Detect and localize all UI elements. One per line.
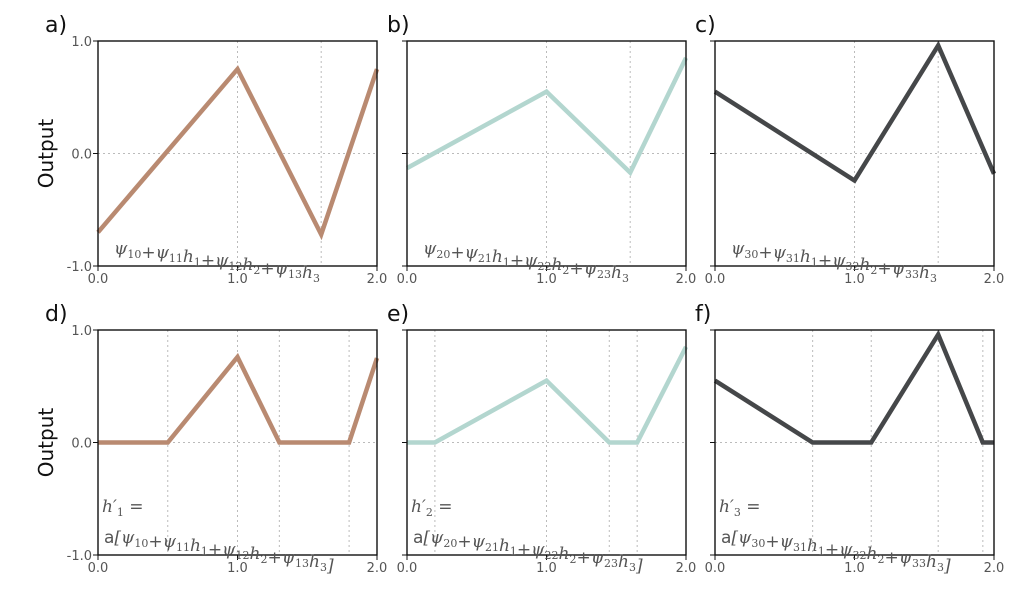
formula-text: ψ10+ψ11h1+ψ12h2+ψ13h3 [114, 239, 320, 285]
x-tick-label: 2.0 [676, 272, 697, 287]
panel-letter: f) [695, 302, 711, 327]
formula-text: a[ψ20+ψ21h1+ψ22h2+ψ23h3] [413, 528, 643, 576]
x-tick-label: 0.0 [88, 561, 109, 576]
series-line [96, 65, 380, 241]
y-tick-label: -1.0 [67, 260, 92, 275]
panel-1: 0.0 1.0 2.01.00.0-1.0a)Outputψ10+ψ11h1+ψ12… [34, 13, 387, 287]
y-axis-label: Output [34, 119, 58, 189]
series-line [713, 329, 994, 445]
x-tick-label: 1.0 [536, 272, 557, 287]
y-tick-label: -1.0 [67, 549, 92, 564]
y-tick-label: 1.0 [71, 324, 92, 339]
series-line [405, 56, 689, 177]
panel-2: 0.0 1.0 2.0 b) ψ20+ψ21h1+ψ22h2+ψ23h3 [387, 13, 696, 287]
x-tick-label: 0.0 [397, 561, 418, 576]
formula-lhs: h′1 = [102, 497, 143, 519]
formula-lhs: h′3 = [719, 497, 760, 519]
x-tick-label: 2.0 [984, 272, 1005, 287]
panel-5: 0.0 1.0 2.0 e) h′2 = a[ψ20+ψ21h1+ψ22h2+ψ23h3] [387, 302, 696, 576]
y-axis-label: Output [34, 408, 58, 478]
y-tick-label: 0.0 [71, 437, 92, 452]
x-tick-label: 1.0 [227, 272, 248, 287]
y-tick-label: 0.0 [71, 148, 92, 163]
x-tick-label: 1.0 [844, 272, 865, 287]
x-tick-label: 0.0 [397, 272, 418, 287]
panel-6: 0.0 1.0 2.0 f) h′3 = a[ψ30+ψ31h1+ψ32h2+ψ33h3] [695, 302, 1004, 576]
x-tick-label: 1.0 [844, 561, 865, 576]
x-tick-label: 0.0 [705, 272, 726, 287]
panel-letter: a) [45, 13, 67, 38]
panel-letter: b) [387, 13, 410, 38]
x-tick-label: 2.0 [984, 561, 1005, 576]
x-tick-label: 0.0 [705, 561, 726, 576]
formula-text: a[ψ30+ψ31h1+ψ32h2+ψ33h3] [721, 528, 951, 576]
formula-text: ψ20+ψ21h1+ψ22h2+ψ23h3 [423, 239, 629, 285]
x-tick-label: 0.0 [88, 272, 109, 287]
panel-letter: e) [387, 302, 409, 327]
x-tick-label: 2.0 [676, 561, 697, 576]
x-tick-label: 1.0 [536, 561, 557, 576]
formula-text: a[ψ10+ψ11h1+ψ12h2+ψ13h3] [104, 528, 334, 576]
panel-letter: c) [695, 13, 716, 38]
panel-3: 0.0 1.0 2.0 c) ψ30+ψ31h1+ψ32h2+ψ33h3 [695, 13, 1004, 287]
x-tick-label: 2.0 [367, 561, 388, 576]
series-line [98, 352, 380, 445]
formula-text: ψ30+ψ31h1+ψ32h2+ψ33h3 [731, 239, 937, 285]
panel-letter: d) [45, 302, 68, 327]
series-line [407, 345, 689, 445]
x-tick-label: 2.0 [367, 272, 388, 287]
formula-lhs: h′2 = [411, 497, 452, 519]
x-tick-label: 1.0 [227, 561, 248, 576]
y-tick-label: 1.0 [71, 35, 92, 50]
series-line [713, 40, 997, 184]
